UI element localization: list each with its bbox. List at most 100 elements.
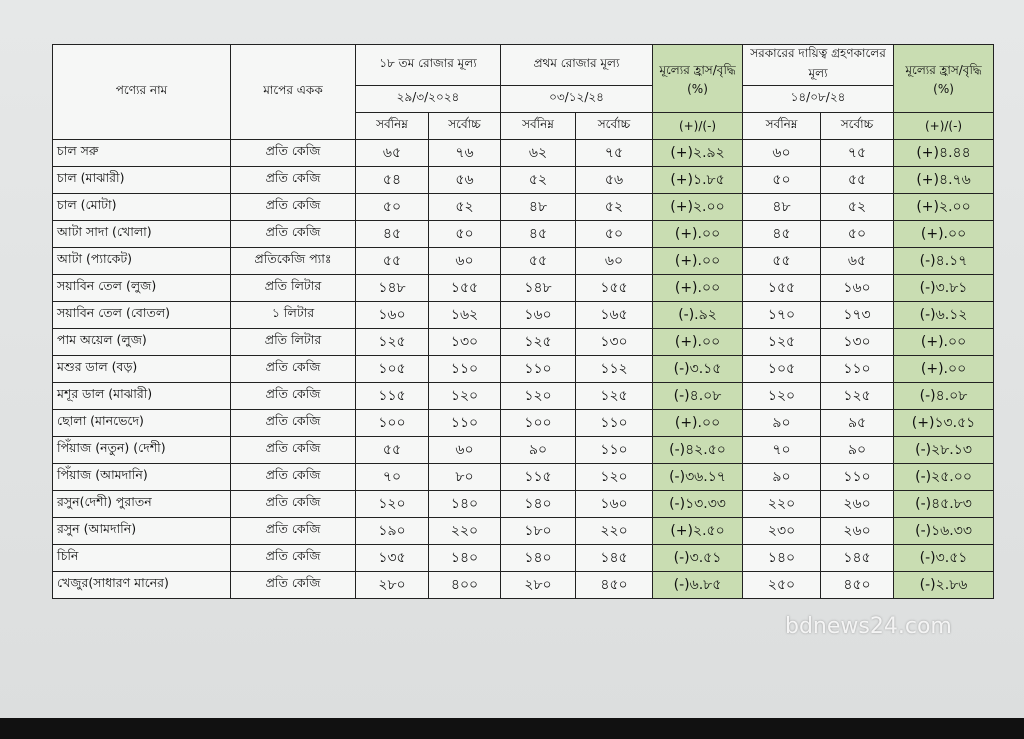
price-cell: ৫২: [575, 193, 654, 221]
unit: প্রতি কেজি: [230, 436, 356, 464]
price-cell: ১৬০: [575, 490, 654, 518]
table-row: চাল (মাঝারী) প্রতি কেজি ৫৪ ৫৬ ৫২ ৫৬ (+)১.৮৫ ৫০ ৫…: [52, 166, 995, 194]
price-cell: ২২০: [427, 517, 502, 545]
watermark: bdnews24.com: [785, 614, 952, 639]
price-cell: ১১০: [575, 409, 654, 437]
price-cell: ৫৫: [355, 436, 429, 464]
price-cell: ৯৫: [820, 409, 895, 437]
price-cell: ৪০০: [427, 571, 502, 599]
header-cell: পণ্যের নাম: [52, 44, 231, 140]
price-cell: ১৭০: [742, 301, 822, 329]
change-cell: (-)২৮.১৩: [893, 436, 995, 464]
price-cell: ১১০: [500, 355, 577, 383]
table-row: আটা (প্যাকেট) প্রতিকেজি প্যাঃ ৫৫ ৬০ ৫৫ ৬০ (+).…: [52, 247, 995, 275]
price-cell: ৪৫: [355, 220, 429, 248]
price-cell: ১৬০: [355, 301, 429, 329]
price-cell: ১৫৫: [742, 274, 822, 302]
price-cell: ১৪০: [500, 490, 577, 518]
price-cell: ৭৫: [575, 139, 654, 167]
header-cell: সর্বোচ্চ: [427, 112, 502, 140]
product-name: ছোলা (মানভেদে): [52, 409, 231, 437]
header-cell: সর্বোচ্চ: [575, 112, 654, 140]
table-row: পিঁয়াজ (নতুন) (দেশী) প্রতি কেজি ৫৫ ৬০ ৯০ ১১০…: [52, 436, 995, 464]
table-row: রসুন (আমদানি) প্রতি কেজি ১৯০ ২২০ ১৮০ ২২০ (+)২.…: [52, 517, 995, 545]
change-cell: (-).৯২: [652, 301, 744, 329]
change-cell: (-)৬.১২: [893, 301, 995, 329]
price-cell: ৪৮: [500, 193, 577, 221]
change-cell: (+).০০: [893, 328, 995, 356]
header-cell: প্রথম রোজার মূল্য: [500, 44, 654, 86]
price-cell: ১২০: [500, 382, 577, 410]
table-row: পাম অয়েল (লুজ) প্রতি লিটার ১২৫ ১৩০ ১২৫ ১৩০ (+…: [52, 328, 995, 356]
price-cell: ১১৫: [355, 382, 429, 410]
change-cell: (-)৩.৫১: [893, 544, 995, 572]
price-cell: ৬০: [575, 247, 654, 275]
price-cell: ৭৫: [820, 139, 895, 167]
table-body: চাল সরু প্রতি কেজি ৬৫ ৭৬ ৬২ ৭৫ (+)২.৯২ ৬০ ৭৫ (+)৪…: [52, 139, 995, 599]
table-row: চাল সরু প্রতি কেজি ৬৫ ৭৬ ৬২ ৭৫ (+)২.৯২ ৬০ ৭৫ (+)৪…: [52, 139, 995, 167]
change-cell: (+).০০: [652, 409, 744, 437]
price-cell: ৯০: [500, 436, 577, 464]
price-cell: ৫০: [742, 166, 822, 194]
price-cell: ১৩০: [820, 328, 895, 356]
change-cell: (-)৬.৮৫: [652, 571, 744, 599]
product-name: রসুন (আমদানি): [52, 517, 231, 545]
price-cell: ১২৫: [575, 382, 654, 410]
price-cell: ৫০: [820, 220, 895, 248]
change-cell: (-)৪.০৮: [893, 382, 995, 410]
unit: প্রতি কেজি: [230, 517, 356, 545]
unit: প্রতি কেজি: [230, 571, 356, 599]
change-cell: (+).০০: [893, 220, 995, 248]
price-cell: ১৬৫: [575, 301, 654, 329]
price-cell: ১২০: [355, 490, 429, 518]
price-cell: ৫৫: [820, 166, 895, 194]
product-name: রসুন(দেশী) পুরাতন: [52, 490, 231, 518]
change-cell: (+)২.০০: [893, 193, 995, 221]
product-name: মশুর ডাল (বড়): [52, 355, 231, 383]
price-cell: ১১০: [427, 355, 502, 383]
price-cell: ১৮০: [500, 517, 577, 545]
header-date: ০৩/১২/২৪: [500, 85, 654, 113]
table-row: ছোলা (মানভেদে) প্রতি কেজি ১০০ ১১০ ১০০ ১১০ (+).…: [52, 409, 995, 437]
price-cell: ৫২: [500, 166, 577, 194]
price-cell: ১৩৫: [355, 544, 429, 572]
product-name: পাম অয়েল (লুজ): [52, 328, 231, 356]
price-cell: ১০০: [355, 409, 429, 437]
table-row: পিঁয়াজ (আমদানি) প্রতি কেজি ৭০ ৮০ ১১৫ ১২০ (-)৩…: [52, 463, 995, 491]
price-cell: ১২৫: [500, 328, 577, 356]
price-cell: ১০৫: [742, 355, 822, 383]
price-cell: ৬৫: [820, 247, 895, 275]
header-cell: (+)/(-): [893, 112, 995, 140]
table-row: চিনি প্রতি কেজি ১৩৫ ১৪০ ১৪০ ১৪৫ (-)৩.৫১ ১৪০ ১৪৫(…: [52, 544, 995, 572]
price-cell: ৪৫০: [575, 571, 654, 599]
price-cell: ২৬০: [820, 517, 895, 545]
price-cell: ১৪০: [742, 544, 822, 572]
product-name: চিনি: [52, 544, 231, 572]
header-cell: (+)/(-): [652, 112, 744, 140]
price-cell: ১৪৫: [575, 544, 654, 572]
price-cell: ৭৬: [427, 139, 502, 167]
price-cell: ১২০: [742, 382, 822, 410]
price-table: পণ্যের নাম মাপের একক ১৮ তম রোজার মূল্য প…: [52, 44, 995, 599]
unit: প্রতি লিটার: [230, 274, 356, 302]
price-cell: ১৪৫: [820, 544, 895, 572]
table-row: সয়াবিন তেল (বোতল) ১ লিটার ১৬০ ১৬২ ১৬০ ১৬৫ (-)…: [52, 301, 995, 329]
price-cell: ১৪০: [427, 490, 502, 518]
change-cell: (-)৪২.৫০: [652, 436, 744, 464]
unit: প্রতি কেজি: [230, 193, 356, 221]
change-cell: (-)৪.০৮: [652, 382, 744, 410]
unit: প্রতি লিটার: [230, 328, 356, 356]
price-cell: ২২০: [575, 517, 654, 545]
price-cell: ১২০: [427, 382, 502, 410]
price-cell: ৬০: [742, 139, 822, 167]
header-cell: মাপের একক: [230, 44, 356, 140]
unit: প্রতি কেজি: [230, 220, 356, 248]
price-cell: ৫৫: [355, 247, 429, 275]
product-name: আটা (প্যাকেট): [52, 247, 231, 275]
price-cell: ২৮০: [500, 571, 577, 599]
price-cell: ৪৫০: [820, 571, 895, 599]
change-cell: (-)৩.১৫: [652, 355, 744, 383]
price-cell: ৭০: [355, 463, 429, 491]
price-cell: ৭০: [742, 436, 822, 464]
